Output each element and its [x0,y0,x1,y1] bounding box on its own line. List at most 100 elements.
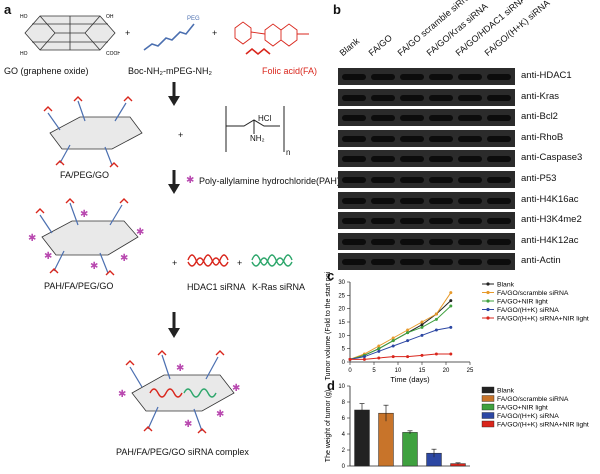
x-tick-label: 25 [467,368,474,374]
data-point [377,356,381,360]
blot-band [342,177,366,183]
svg-text:✱: ✱ [28,233,36,244]
blot-band [342,218,366,225]
svg-text:HO: HO [20,14,28,20]
sirna-complex-sheet-icon: ✱ ✱ ✱ ✱ ✱ [118,350,240,434]
lane-label: FA/GO [366,32,395,58]
data-point [348,357,352,361]
blot-band [400,156,424,163]
blot-label: anti-Kras [521,90,560,102]
blot-strip [338,88,515,106]
blot-strip [338,68,515,85]
blot-band [371,177,395,183]
blot-band [429,156,453,163]
series-line [349,305,452,360]
legend-marker [486,307,490,312]
hdac1-sirna-icon [187,254,229,267]
blot-band [429,94,453,101]
blot-band [458,238,482,245]
blot-band [429,197,453,204]
panel-b-letter: b [333,2,341,17]
graphene-oxide-sheet-icon: HO OH HO COOH [20,14,120,57]
blot-band [487,74,511,80]
y-tick-label: 4 [342,432,346,438]
kras-sirna-icon [251,254,293,267]
data-point [449,325,453,329]
blot-band [458,115,482,122]
y-tick-label: 6 [342,416,346,422]
blot-band [342,238,366,245]
data-point [406,339,410,343]
pah-hcl: HCl [258,114,272,123]
x-tick-label: 5 [372,368,376,374]
data-point [420,323,424,327]
data-point [449,299,453,303]
y-tick-label: 10 [338,384,345,390]
blot-band [429,177,453,183]
legend-label: Blank [497,282,515,289]
blot-band [487,156,511,163]
blot-label: anti-H4K12ac [521,234,579,246]
data-point [391,339,395,343]
blot-label: anti-Actin [521,255,561,267]
data-point [434,312,438,316]
blot-band [371,94,395,101]
y-tick-label: 0 [342,360,346,366]
blot-band [371,238,395,245]
y-tick-label: 2 [342,448,346,454]
y-tick-label: 30 [338,280,345,286]
arrow-down-icon [168,312,180,338]
blot-band [371,156,395,163]
svg-text:COOH: COOH [106,51,120,57]
data-point [420,353,424,357]
blot-band [429,238,453,245]
pah-note: Poly-allylamine hydrochloride(PAH) [199,176,340,186]
blot-strip [338,150,515,168]
kras-label: K-Ras siRNA [252,282,306,292]
fa-symbol-icon [245,47,271,56]
data-point [391,336,395,340]
data-point [449,352,453,356]
blot-label: anti-H3K4me2 [521,214,582,226]
x-axis-label: Time (days) [390,375,430,384]
blot-label: anti-RhoB [521,131,564,143]
svg-text:✱: ✱ [120,253,128,264]
blot-band [400,238,424,245]
legend-swatch [481,412,495,419]
svg-text:✱: ✱ [176,363,184,374]
blot-band [487,238,511,245]
blot-band [400,197,424,204]
blot-band [400,135,424,142]
go-label: GO (graphene oxide) [4,66,89,76]
plus-4: + [172,258,178,268]
blot-strip [338,191,515,209]
blot-band [371,197,395,204]
data-point [434,317,438,321]
legend-swatch [481,420,495,428]
data-point [406,328,410,332]
blot-band [400,259,424,266]
blot-band [371,259,395,266]
legend-label: FA/GO/scramble siRNA [497,396,569,403]
fa-label: Folic acid(FA) [262,66,318,76]
arrow-down-icon [168,82,180,106]
legend-label: FA/GO/(H+K) siRNA [497,413,559,420]
blot-band [487,94,511,101]
tumor-volume-chart: 0 5 10 15 20 25 30 0 5 10 15 20 25 Time (days) Tumor v… [325,272,589,384]
svg-text:✱: ✱ [184,419,192,430]
data-point [420,320,424,324]
legend-swatch [481,403,495,411]
fa-peg-go-label: FA/PEG/GO [60,170,110,180]
y-axis-label: Tumor volume (Fold to the start point) [325,272,332,380]
blot-label: anti-H4K16ac [521,193,579,205]
blot-band [487,177,511,183]
blot-band [487,197,511,204]
data-point [391,344,395,348]
blot-strip [338,253,515,271]
blot-band [487,218,511,225]
x-tick-label: 10 [395,368,402,374]
blot-band [371,135,395,142]
pah-polymer-icon [225,106,285,152]
blot-band [429,74,453,80]
